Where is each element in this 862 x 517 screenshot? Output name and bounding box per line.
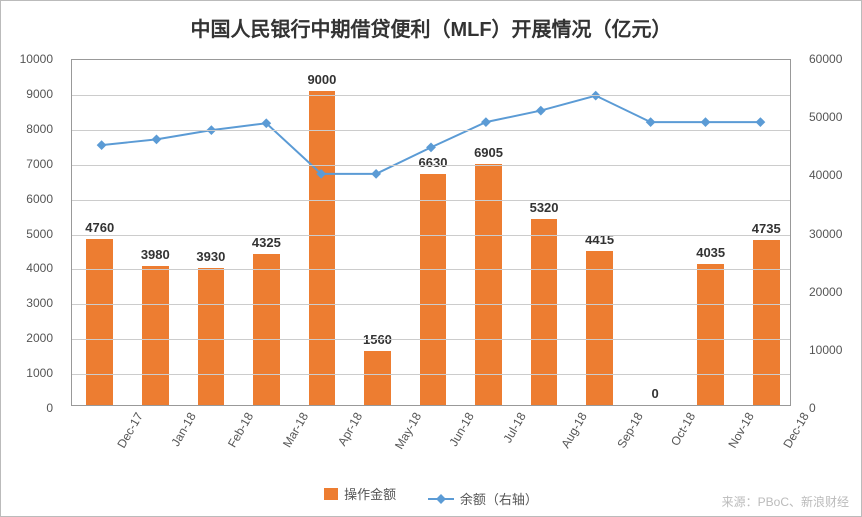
x-tick: Aug-18 bbox=[558, 410, 589, 451]
x-tick: Nov-18 bbox=[725, 410, 756, 451]
y-left-tick: 8000 bbox=[0, 122, 53, 136]
gridline bbox=[72, 339, 790, 340]
chart-title: 中国人民银行中期借贷便利（MLF）开展情况（亿元） bbox=[1, 1, 861, 48]
legend-label-line: 余额（右轴） bbox=[460, 489, 538, 508]
y-right-tick: 40000 bbox=[809, 168, 862, 182]
x-tick: Mar-18 bbox=[280, 410, 311, 450]
source-text: 来源：PBoC、新浪财经 bbox=[722, 493, 849, 510]
line-marker bbox=[426, 143, 436, 153]
y-axis-left: 0100020003000400050006000700080009000100… bbox=[1, 59, 61, 406]
x-tick: Dec-17 bbox=[114, 410, 145, 451]
gridline bbox=[72, 269, 790, 270]
y-left-tick: 6000 bbox=[0, 192, 53, 206]
line-marker bbox=[701, 117, 711, 127]
line-path bbox=[102, 96, 761, 174]
y-left-tick: 4000 bbox=[0, 261, 53, 275]
gridline bbox=[72, 374, 790, 375]
y-left-tick: 5000 bbox=[0, 227, 53, 241]
y-axis-right: 0100002000030000400005000060000 bbox=[801, 59, 861, 406]
y-left-tick: 7000 bbox=[0, 157, 53, 171]
line-marker bbox=[536, 106, 546, 116]
legend-swatch-line bbox=[428, 498, 454, 500]
line-marker bbox=[756, 117, 766, 127]
line-marker bbox=[646, 117, 656, 127]
x-tick: Apr-18 bbox=[335, 410, 365, 448]
gridline bbox=[72, 165, 790, 166]
y-right-tick: 50000 bbox=[809, 110, 862, 124]
line-marker bbox=[371, 169, 381, 179]
y-left-tick: 1000 bbox=[0, 366, 53, 380]
x-tick: Jun-18 bbox=[446, 410, 476, 449]
y-left-tick: 10000 bbox=[0, 52, 53, 66]
gridline bbox=[72, 200, 790, 201]
x-tick: Oct-18 bbox=[668, 410, 698, 448]
y-left-tick: 2000 bbox=[0, 331, 53, 345]
legend-swatch-bar bbox=[324, 488, 338, 500]
x-tick: Jan-18 bbox=[169, 410, 199, 449]
x-tick: Dec-18 bbox=[781, 410, 812, 451]
y-left-tick: 3000 bbox=[0, 296, 53, 310]
plot-area: 4760398039304325900015606630690553204415… bbox=[71, 59, 791, 406]
line-layer bbox=[72, 60, 790, 405]
legend-item-line: 余额（右轴） bbox=[428, 489, 538, 508]
x-tick: Sep-18 bbox=[614, 410, 645, 451]
gridline bbox=[72, 235, 790, 236]
line-marker bbox=[152, 134, 162, 144]
y-right-tick: 20000 bbox=[809, 285, 862, 299]
y-left-tick: 9000 bbox=[0, 87, 53, 101]
x-tick: Feb-18 bbox=[225, 410, 256, 450]
x-tick: Jul-18 bbox=[500, 410, 528, 445]
gridline bbox=[72, 130, 790, 131]
line-marker bbox=[97, 140, 107, 150]
legend-item-bar: 操作金额 bbox=[324, 484, 396, 503]
gridline bbox=[72, 95, 790, 96]
mlf-chart: 中国人民银行中期借贷便利（MLF）开展情况（亿元） 0 1000 2000 3000 4… bbox=[0, 0, 862, 517]
y-right-tick: 10000 bbox=[809, 343, 862, 357]
line-marker bbox=[481, 117, 491, 127]
y-right-tick: 0 bbox=[809, 401, 862, 415]
y-right-tick: 30000 bbox=[809, 227, 862, 241]
y-right-tick: 60000 bbox=[809, 52, 862, 66]
y-left-tick: 0 bbox=[0, 401, 53, 415]
x-tick: May-18 bbox=[392, 410, 424, 452]
gridline bbox=[72, 304, 790, 305]
legend-label-bar: 操作金额 bbox=[344, 484, 396, 503]
